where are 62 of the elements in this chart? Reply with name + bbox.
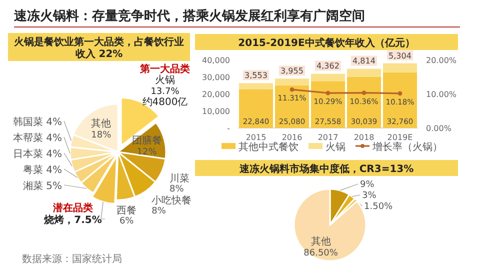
bar xyxy=(239,83,273,90)
data-label: 12% xyxy=(136,147,158,158)
slice-label: 川菜 xyxy=(170,172,190,185)
data-label: 86.50% xyxy=(304,248,338,258)
slice-label: 韩国菜 4% xyxy=(12,116,62,128)
legend-label: 火锅 xyxy=(326,141,346,153)
slice-label: 本帮菜 4% xyxy=(12,132,62,144)
bar xyxy=(239,89,273,128)
data-label: 8% xyxy=(152,206,166,217)
data-label: 3% xyxy=(362,191,377,201)
bar xyxy=(275,78,309,86)
data-label: 1.50% xyxy=(364,202,394,212)
slice-label: 日本菜 4% xyxy=(12,148,62,160)
bar xyxy=(347,68,381,77)
data-label: 18% xyxy=(91,130,112,140)
text: 潜在品类 xyxy=(52,202,93,214)
y2-tick-label: 10.00% xyxy=(426,90,457,99)
data-label: 9% xyxy=(360,180,375,190)
source-note: 数据来源：国家统计局 xyxy=(22,253,122,265)
y2-tick-label: 20.00% xyxy=(426,56,457,65)
y-tick-label: - xyxy=(227,124,230,133)
data-label: 4,362 xyxy=(316,62,340,71)
slice-label: 湘菜 5% xyxy=(22,180,62,192)
data-label: 3,553 xyxy=(244,71,268,80)
y-tick-label: 10,000 xyxy=(202,107,230,116)
data-label: 13.7% xyxy=(150,87,180,97)
x-tick-label: 2015 xyxy=(246,133,266,142)
bar xyxy=(383,63,417,72)
legend-label: 增长率（火锅） xyxy=(372,141,442,153)
slice-label: 烧烤，7.5% xyxy=(43,214,102,226)
y2-tick-label: 0.00% xyxy=(426,124,452,133)
chart-title: 速冻火锅料：存量竞争时代，搭乘火锅发展红利享有广阔空间 xyxy=(14,8,365,24)
bar xyxy=(383,72,417,128)
data-label: 4,814 xyxy=(352,56,376,66)
bar xyxy=(311,74,345,82)
slice-label: 火锅 xyxy=(155,74,175,86)
data-label: 3,955 xyxy=(280,66,304,76)
slice-label: 西餐 xyxy=(116,204,137,216)
bar xyxy=(311,81,345,128)
bar xyxy=(347,76,381,128)
y-tick-label: 30,000 xyxy=(202,73,230,82)
x-tick-label: 2017 xyxy=(318,133,338,142)
slice-label: 小吃快餐 xyxy=(152,194,192,207)
x-tick-label: 2016 xyxy=(282,133,302,142)
legend-label: 其他中式餐饮 xyxy=(238,141,298,153)
x-tick-label: 2018 xyxy=(354,133,374,142)
chart-title: 2015-2019E中式餐饮年收入（亿元） xyxy=(238,37,415,49)
data-label: 8% xyxy=(170,184,184,195)
slice-label: 粤菜 4% xyxy=(22,164,62,176)
slice-label: 其他 xyxy=(91,117,112,130)
slice-label: 其他 xyxy=(310,235,331,248)
data-label: 6% xyxy=(119,216,134,226)
chart-subtitle: 火锅是餐饮业第一大品类，占餐饮行业收入 22% xyxy=(14,36,184,60)
bar xyxy=(275,85,309,128)
chart-title: 速冻火锅料市场集中度低，CR3=13% xyxy=(238,163,414,175)
y-tick-label: 40,000 xyxy=(202,56,230,65)
data-label: 5,304 xyxy=(388,51,412,60)
text: 第一大品类 xyxy=(139,63,190,75)
y-tick-label: 20,000 xyxy=(202,90,230,99)
slice-label: 团膳餐 xyxy=(132,134,162,146)
text: 约4800亿 xyxy=(142,96,188,108)
x-tick-label: 2019E xyxy=(387,133,413,142)
